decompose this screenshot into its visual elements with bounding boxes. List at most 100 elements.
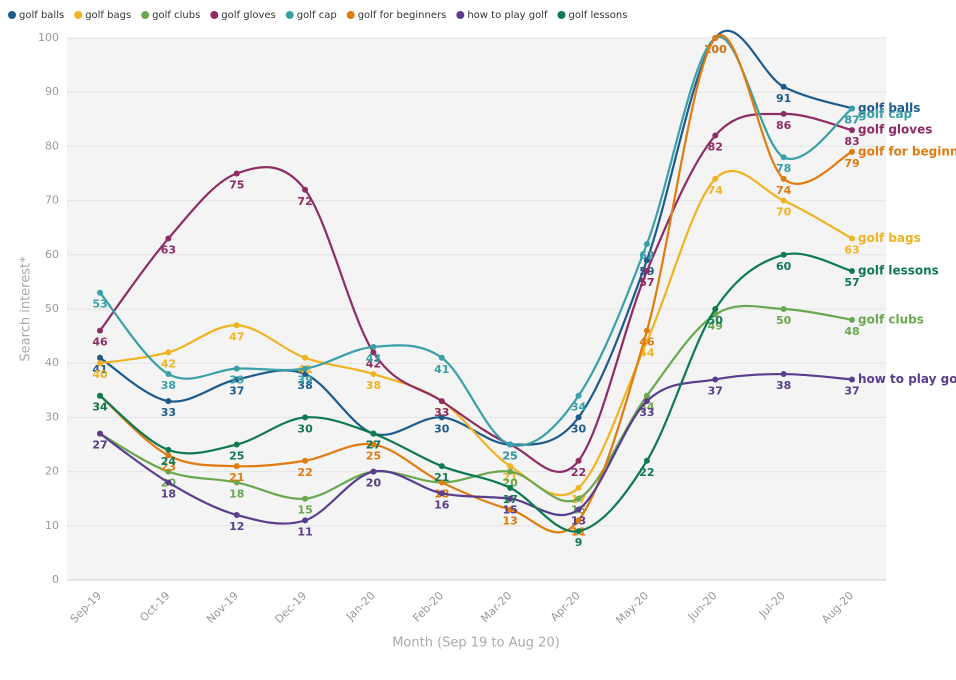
- data-label: 37: [708, 384, 723, 397]
- series-end-label: golf bags: [858, 231, 921, 245]
- x-tick-label: Jul-20: [756, 589, 788, 621]
- data-label: 38: [161, 379, 176, 392]
- data-label: 100: [704, 43, 727, 56]
- data-point: [97, 289, 103, 296]
- data-label: 30: [297, 422, 313, 435]
- data-label: 86: [776, 119, 792, 132]
- data-point: [438, 398, 445, 405]
- data-point: [302, 354, 309, 361]
- data-point: [370, 349, 377, 356]
- legend-marker: [141, 11, 150, 19]
- data-label: 25: [366, 450, 381, 463]
- data-point: [849, 235, 855, 242]
- x-tick-label: Mar-20: [478, 589, 514, 625]
- data-label: 16: [434, 498, 450, 511]
- legend-label: golf balls: [19, 10, 64, 21]
- data-label: 87: [844, 113, 859, 126]
- data-label: 38: [776, 379, 791, 392]
- data-point: [849, 316, 855, 323]
- data-label: 22: [297, 466, 312, 479]
- data-point: [165, 349, 172, 356]
- data-point: [507, 441, 514, 448]
- series-end-label: golf clubs: [858, 312, 924, 326]
- data-label: 48: [844, 325, 859, 338]
- data-label: 78: [776, 162, 791, 175]
- data-point: [97, 327, 103, 334]
- data-point: [712, 376, 719, 383]
- data-label: 9: [575, 536, 583, 549]
- data-label: 27: [92, 439, 107, 452]
- legend-marker: [285, 11, 294, 19]
- data-point: [370, 468, 377, 475]
- data-point: [780, 83, 787, 90]
- data-point: [302, 414, 309, 421]
- legend-marker: [74, 11, 83, 19]
- data-label: 13: [503, 515, 518, 528]
- data-point: [780, 197, 787, 204]
- x-tick-label: Nov-19: [204, 589, 241, 626]
- series-end-label: how to play golf: [858, 372, 956, 386]
- legend-label: golf bags: [85, 10, 131, 21]
- data-point: [643, 338, 650, 345]
- data-label: 24: [161, 455, 177, 468]
- data-point: [712, 35, 719, 41]
- data-point: [302, 495, 309, 502]
- data-point: [302, 371, 309, 378]
- data-label: 13: [571, 515, 586, 528]
- data-point: [370, 371, 377, 378]
- data-point: [97, 354, 103, 361]
- data-label: 41: [434, 363, 449, 376]
- data-point: [302, 186, 309, 193]
- data-label: 57: [844, 276, 859, 289]
- data-point: [233, 170, 240, 177]
- data-point: [233, 479, 240, 486]
- data-label: 18: [229, 487, 244, 500]
- data-point: [507, 484, 514, 491]
- data-label: 25: [503, 450, 518, 463]
- data-point: [165, 398, 172, 405]
- data-label: 63: [161, 244, 176, 257]
- data-point: [643, 257, 650, 264]
- data-label: 39: [297, 374, 312, 387]
- x-tick-label: Jan-20: [343, 589, 378, 624]
- series-end-label: golf cap: [858, 107, 913, 121]
- data-point: [643, 327, 650, 334]
- data-point: [370, 343, 377, 350]
- legend-marker: [456, 11, 465, 19]
- y-tick-label: 10: [45, 519, 59, 532]
- data-label: 22: [571, 466, 586, 479]
- data-point: [849, 376, 855, 383]
- y-tick-label: 0: [52, 573, 59, 586]
- data-label: 47: [229, 330, 244, 343]
- y-tick-label: 50: [45, 302, 59, 315]
- data-label: 25: [503, 450, 518, 463]
- data-label: 44: [639, 347, 655, 360]
- data-label: 42: [161, 357, 176, 370]
- legend-marker: [210, 11, 219, 19]
- data-label: 60: [776, 260, 792, 273]
- data-point: [165, 479, 172, 486]
- data-label: 63: [844, 244, 859, 257]
- y-axis-title: Search interest*: [19, 256, 34, 362]
- legend-marker: [8, 11, 16, 19]
- x-tick-label: Aug-20: [819, 589, 856, 626]
- data-label: 23: [161, 460, 176, 473]
- data-point: [849, 127, 855, 134]
- data-point: [165, 452, 172, 459]
- data-point: [575, 506, 582, 513]
- data-point: [849, 268, 855, 275]
- data-label: 70: [776, 206, 792, 219]
- data-point: [712, 306, 719, 312]
- data-point: [233, 441, 240, 448]
- data-label: 15: [503, 504, 518, 517]
- data-label: 21: [434, 471, 449, 484]
- data-label: 75: [229, 179, 244, 192]
- data-point: [97, 430, 103, 437]
- data-label: 46: [639, 336, 655, 349]
- data-label: 22: [639, 466, 654, 479]
- data-point: [302, 457, 309, 464]
- data-point: [507, 463, 514, 470]
- data-label: 50: [708, 314, 724, 327]
- x-tick-label: Sep-19: [68, 589, 105, 626]
